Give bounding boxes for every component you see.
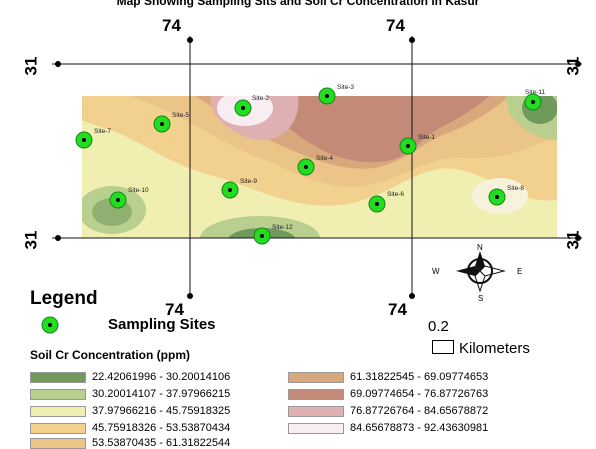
- legend-class-9: 84.65678873 - 92.43630981: [288, 422, 488, 434]
- site-label-1: Site-1: [418, 134, 435, 141]
- legend-range: 84.65678873 - 92.43630981: [350, 422, 489, 434]
- zone-69-76: [235, 96, 490, 163]
- map-title: Map Showing Sampling Sits and Soil Cr Co…: [116, 0, 480, 8]
- north-arrow-icon: [456, 251, 506, 293]
- site-marker-11: [524, 93, 542, 111]
- legend-class-4: 45.75918326 - 53.53870434: [30, 422, 230, 434]
- legend-swatch: [288, 422, 344, 434]
- legend-range: 22.42061996 - 30.20014106: [92, 371, 231, 383]
- grid-tick: [55, 61, 61, 67]
- site-marker-10: [109, 191, 127, 209]
- site-marker-7: [75, 131, 93, 149]
- grid-label-right-bottom: 31: [563, 230, 583, 250]
- site-label-12: Site-12: [272, 224, 293, 231]
- site-marker-6: [368, 195, 386, 213]
- grid-tick: [409, 37, 415, 43]
- legend-concentration-title: Soil Cr Concentration (ppm): [30, 348, 190, 362]
- site-marker-1: [399, 137, 417, 155]
- legend-title: Legend: [30, 288, 98, 309]
- site-marker-3: [318, 87, 336, 105]
- site-label-4: Site-4: [316, 155, 333, 162]
- grid-tick: [575, 61, 581, 67]
- legend-class-5: 53.53870435 - 61.31822544: [30, 437, 230, 449]
- site-marker-4: [297, 158, 315, 176]
- scale-value: 0.2: [428, 318, 449, 335]
- legend-swatch: [30, 371, 86, 383]
- site-label-8: Site-8: [507, 185, 524, 192]
- legend-class-3: 37.97966216 - 45.75918325: [30, 405, 230, 417]
- grid-label-left-bottom: 31: [21, 230, 41, 250]
- grid-label-bottom-right: 74: [388, 300, 407, 319]
- legend-range: 30.20014107 - 37.97966215: [92, 388, 231, 400]
- site-label-10: Site-10: [128, 187, 149, 194]
- scale-bar: [432, 340, 454, 354]
- site-label-7: Site-7: [94, 128, 111, 135]
- site-label-9: Site-9: [240, 178, 257, 185]
- compass-east: E: [517, 267, 523, 276]
- scale-unit: Kilometers: [459, 340, 530, 357]
- site-markers: [75, 87, 542, 245]
- legend-class-7: 69.09774654 - 76.87726763: [288, 388, 488, 400]
- grid-tick: [55, 235, 61, 241]
- legend-class-6: 61.31822545 - 69.09774653: [288, 371, 488, 383]
- site-label-11: Site-11: [525, 89, 546, 96]
- legend-swatch: [288, 371, 344, 383]
- zone-30-37-s: [200, 216, 320, 238]
- grid-label-top-right: 74: [386, 16, 405, 35]
- site-marker-9: [221, 181, 239, 199]
- site-label-5: Site-5: [172, 112, 189, 119]
- legend-sampling-symbol: [41, 316, 59, 334]
- grid-label-right-top: 31: [563, 56, 583, 76]
- legend-class-8: 76.87726764 - 84.65678872: [288, 405, 488, 417]
- site-marker-2: [234, 99, 252, 117]
- legend-range: 37.97966216 - 45.75918325: [92, 405, 231, 417]
- compass-north: N: [477, 243, 483, 252]
- grid-label-left-top: 31: [21, 56, 41, 76]
- grid-tick: [187, 37, 193, 43]
- legend-swatch: [30, 405, 86, 417]
- site-marker-12: [253, 227, 271, 245]
- legend-swatch: [30, 388, 86, 400]
- compass-south: S: [478, 294, 484, 303]
- compass-west: W: [432, 267, 440, 276]
- grid-tick: [187, 293, 193, 299]
- legend-range: 53.53870435 - 61.31822544: [92, 437, 231, 449]
- site-marker-8: [488, 188, 506, 206]
- grid-tick: [575, 235, 581, 241]
- legend-range: 61.31822545 - 69.09774653: [350, 371, 489, 383]
- legend-range: 69.09774654 - 76.87726763: [350, 388, 489, 400]
- legend-swatch: [30, 437, 86, 449]
- site-label-3: Site-3: [337, 84, 354, 91]
- legend-range: 76.87726764 - 84.65678872: [350, 405, 489, 417]
- legend-swatch: [288, 405, 344, 417]
- legend-swatch: [30, 422, 86, 434]
- legend-range: 45.75918326 - 53.53870434: [92, 422, 231, 434]
- site-label-2: Site-2: [252, 95, 269, 102]
- legend-swatch: [288, 388, 344, 400]
- grid-label-top-left: 74: [162, 16, 181, 35]
- grid-label-bottom-left: 74: [165, 300, 184, 319]
- site-marker-5: [153, 115, 171, 133]
- site-label-6: Site-6: [387, 191, 404, 198]
- legend-class-1: 22.42061996 - 30.20014106: [30, 371, 230, 383]
- grid-tick: [409, 293, 415, 299]
- legend-sampling-label: Sampling Sites: [108, 316, 216, 333]
- legend-class-2: 30.20014107 - 37.97966215: [30, 388, 230, 400]
- concentration-surface: [82, 96, 557, 238]
